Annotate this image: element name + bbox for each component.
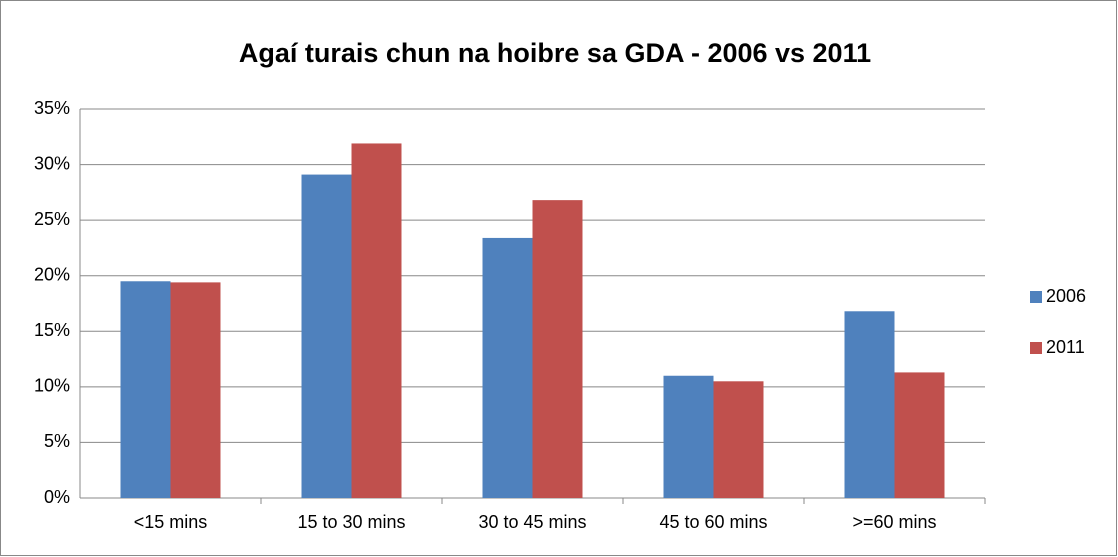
x-tick-label: >=60 mins (852, 512, 936, 532)
y-tick-label: 35% (34, 98, 70, 118)
y-tick-label: 0% (44, 487, 70, 507)
bar (663, 375, 714, 498)
bar (482, 237, 533, 498)
x-tick-label: 45 to 60 mins (659, 512, 767, 532)
bar (532, 200, 583, 498)
y-tick-label: 25% (34, 209, 70, 229)
x-tick-label: 30 to 45 mins (478, 512, 586, 532)
y-tick-label: 30% (34, 153, 70, 173)
bar (844, 311, 895, 498)
legend-label: 2011 (1046, 337, 1085, 357)
x-tick-label: <15 mins (134, 512, 208, 532)
x-tick-label: 15 to 30 mins (297, 512, 405, 532)
y-tick-label: 5% (44, 431, 70, 451)
y-tick-label: 20% (34, 264, 70, 284)
bar (170, 282, 221, 498)
y-tick-label: 10% (34, 376, 70, 396)
bar (713, 381, 764, 498)
legend-label: 2006 (1046, 286, 1086, 306)
bar (120, 281, 171, 498)
legend-swatch (1030, 342, 1042, 354)
bar (894, 372, 945, 498)
legend-swatch (1030, 291, 1042, 303)
chart-title: Agaí turais chun na hoibre sa GDA - 2006… (239, 38, 871, 68)
bar (301, 174, 352, 498)
bar (351, 143, 402, 498)
y-tick-label: 15% (34, 320, 70, 340)
